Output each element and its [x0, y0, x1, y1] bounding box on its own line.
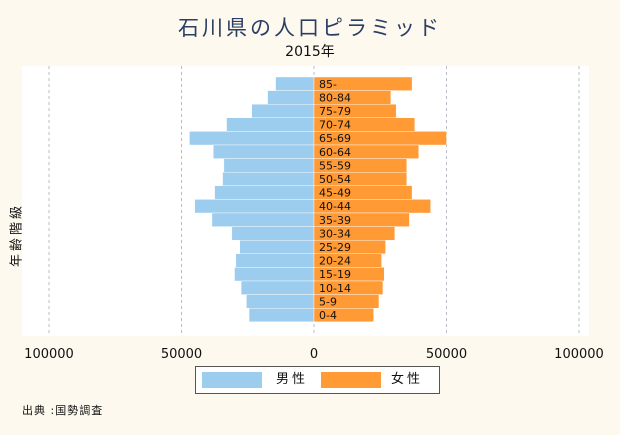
age-group-label: 65-69 — [319, 132, 351, 145]
age-group-label: 85- — [319, 78, 337, 91]
bar-male — [234, 267, 315, 282]
bar-male — [251, 103, 315, 118]
legend-swatch-male — [202, 372, 262, 388]
age-group-label: 10-14 — [319, 282, 351, 295]
x-tick-label: 100000 — [554, 347, 604, 362]
age-group-label: 40-44 — [319, 200, 351, 213]
bar-male — [235, 253, 315, 268]
age-group-label: 45-49 — [319, 187, 351, 200]
y-axis-label: 年齢階級 — [9, 202, 25, 268]
source-note: 出典 :国勢調査 — [22, 404, 104, 417]
bar-male — [239, 239, 315, 254]
x-tick-label: 100000 — [24, 347, 74, 362]
bar-male — [194, 199, 315, 214]
bar-male — [214, 185, 315, 200]
x-tick-label: 0 — [310, 347, 318, 362]
age-group-label: 30-34 — [319, 227, 351, 240]
bar-male — [248, 308, 315, 323]
age-group-label: 50-54 — [319, 173, 351, 186]
age-group-label: 15-19 — [319, 268, 351, 281]
bar-male — [189, 131, 315, 146]
bar-male — [226, 117, 315, 132]
legend: 男性 女性 — [195, 366, 440, 394]
age-group-label: 0-4 — [319, 309, 337, 322]
bar-male — [211, 212, 315, 227]
x-tick-label: 50000 — [161, 347, 202, 362]
age-group-label: 5-9 — [319, 295, 337, 308]
x-tick-label: 50000 — [426, 347, 467, 362]
chart-title: 石川県の人口ピラミッド — [178, 16, 442, 40]
age-group-label: 75-79 — [319, 105, 351, 118]
bar-male — [246, 294, 315, 309]
legend-label-female: 女性 — [391, 372, 424, 387]
age-group-label: 70-74 — [319, 119, 351, 132]
age-group-label: 55-59 — [319, 159, 351, 172]
bar-male — [223, 158, 315, 173]
bar-male — [213, 144, 315, 159]
bar-male — [267, 90, 315, 105]
bar-male — [275, 76, 315, 91]
age-group-label: 35-39 — [319, 214, 351, 227]
bar-male — [222, 171, 315, 186]
bar-male — [240, 280, 315, 295]
age-group-label: 25-29 — [319, 241, 351, 254]
legend-label-male: 男性 — [276, 372, 309, 387]
legend-swatch-female — [321, 372, 381, 388]
chart-subtitle: 2015年 — [285, 44, 335, 60]
bar-female — [313, 308, 374, 323]
age-group-label: 60-64 — [319, 146, 351, 159]
age-group-label: 20-24 — [319, 255, 351, 268]
bar-male — [231, 226, 315, 241]
age-group-label: 80-84 — [319, 91, 351, 104]
